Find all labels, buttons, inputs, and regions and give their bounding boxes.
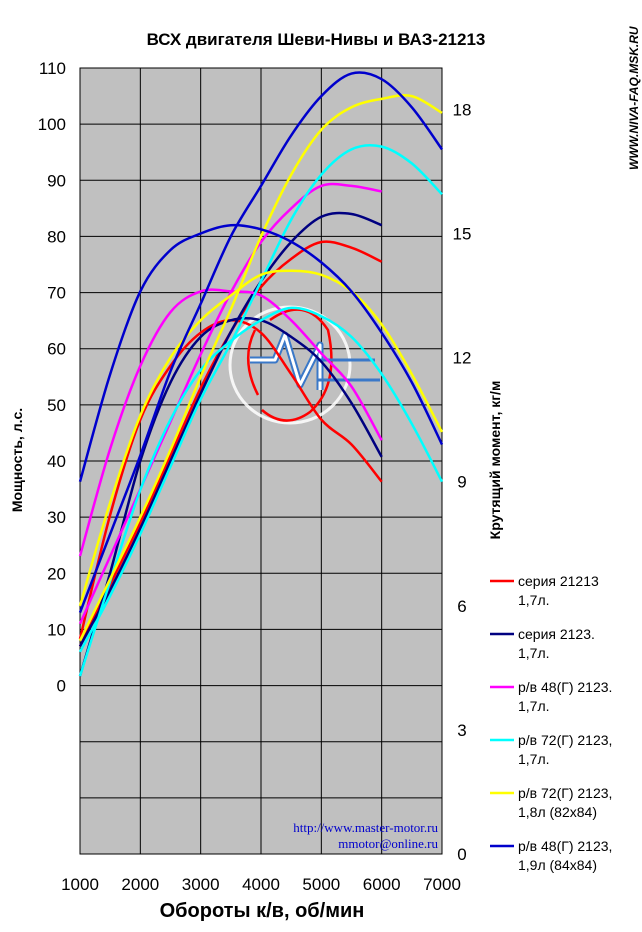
- y-right-tick-label: 0: [457, 845, 466, 864]
- y-left-tick-label: 80: [47, 227, 66, 246]
- legend-label: серия 21213: [518, 573, 599, 589]
- legend-label: р/в 72(Г) 2123,: [518, 785, 612, 801]
- legend-label: р/в 48(Г) 2123,: [518, 838, 612, 854]
- y-left-tick-label: 0: [57, 677, 66, 696]
- y-left-tick-label: 10: [47, 620, 66, 639]
- x-axis-label: Обороты к/в, об/мин: [160, 900, 365, 922]
- x-tick-label: 2000: [121, 875, 159, 894]
- y-right-tick-label: 12: [453, 349, 472, 368]
- legend-label-line2: 1,8л (82х84): [518, 804, 597, 820]
- legend-label-line2: 1,9л (84х84): [518, 857, 597, 873]
- x-tick-label: 5000: [302, 875, 340, 894]
- legend-label-line2: 1,7л.: [518, 592, 550, 608]
- legend-label-line2: 1,7л.: [518, 751, 550, 767]
- torque-line-series-5: [78, 269, 444, 607]
- legend-label: р/в 48(Г) 2123.: [518, 679, 612, 695]
- y-left-tick-label: 70: [47, 284, 66, 303]
- y-left-tick-label: 30: [47, 508, 66, 527]
- y-left-tick-labels: 0 10 20 30 40 50 60 70 80 90 100 110: [38, 59, 66, 696]
- power-line-series-3: [78, 182, 382, 625]
- power-line-series-6: [78, 71, 444, 614]
- y-left-tick-label: 110: [39, 59, 66, 78]
- x-tick-label: 6000: [363, 875, 401, 894]
- y-right-tick-labels: 0 3 6 9 12 15 18: [453, 100, 472, 864]
- y-right-tick-label: 3: [457, 721, 466, 740]
- torque-line-series-6: [78, 223, 444, 483]
- torque-line-series-1: [78, 319, 383, 640]
- torque-line-series-4: [78, 306, 444, 677]
- series-lines: [78, 71, 444, 677]
- y-left-tick-label: 20: [47, 564, 66, 583]
- y-left-tick-label: 60: [47, 340, 66, 359]
- y-right-tick-label: 9: [457, 473, 466, 492]
- y-right-tick-label: 18: [453, 100, 472, 119]
- legend: серия 21213 1,7л. серия 2123. 1,7л. р/в 48(Г…: [490, 573, 612, 873]
- y-left-tick-label: 40: [47, 452, 66, 471]
- y-left-tick-label: 100: [38, 115, 66, 134]
- y-left-tick-label: 90: [47, 171, 66, 190]
- site-label: WWW.NIVA-FAQ.MSK.RU: [627, 26, 641, 170]
- watermark-email: mmotor@online.ru: [338, 836, 438, 851]
- torque-line-series-3: [78, 288, 383, 557]
- x-tick-label: 4000: [242, 875, 280, 894]
- y-right-axis-label: Крутящий момент, кг/м: [487, 381, 503, 540]
- chart-title: ВСХ двигателя Шеви-Нивы и ВАЗ-21213: [147, 30, 486, 49]
- power-line-series-4: [78, 143, 443, 653]
- power-line-series-2: [78, 211, 383, 647]
- x-tick-label: 7000: [423, 875, 461, 894]
- legend-label-line2: 1,7л.: [518, 698, 550, 714]
- watermark-url: http://www.master-motor.ru: [293, 820, 438, 835]
- legend-label: серия 2123.: [518, 626, 595, 642]
- y-right-tick-label: 6: [457, 597, 466, 616]
- x-tick-label: 1000: [61, 875, 99, 894]
- y-left-tick-label: 50: [47, 396, 66, 415]
- legend-label-line2: 1,7л.: [518, 645, 550, 661]
- legend-label: р/в 72(Г) 2123,: [518, 732, 612, 748]
- x-tick-label: 3000: [182, 875, 220, 894]
- power-line-series-5: [78, 94, 443, 642]
- y-right-tick-label: 15: [453, 224, 472, 243]
- y-left-axis-label: Мощность, л.с.: [9, 408, 25, 512]
- x-tick-labels: 1000 2000 3000 4000 5000 6000 7000: [61, 875, 461, 894]
